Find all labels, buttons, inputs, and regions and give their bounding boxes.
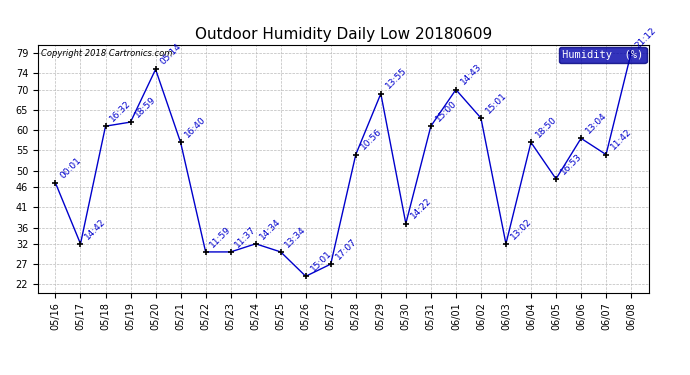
Text: 10:56: 10:56 <box>359 127 383 152</box>
Text: 11:37: 11:37 <box>233 225 258 249</box>
Text: 18:50: 18:50 <box>534 115 558 140</box>
Title: Outdoor Humidity Daily Low 20180609: Outdoor Humidity Daily Low 20180609 <box>195 27 492 42</box>
Text: 14:34: 14:34 <box>259 216 283 241</box>
Text: 15:01: 15:01 <box>308 249 333 273</box>
Text: Copyright 2018 Cartronics.com: Copyright 2018 Cartronics.com <box>41 49 172 58</box>
Text: 00:01: 00:01 <box>58 156 83 180</box>
Text: 16:32: 16:32 <box>108 99 133 123</box>
Text: 11:42: 11:42 <box>609 127 633 152</box>
Text: 11:59: 11:59 <box>208 225 233 249</box>
Text: 13:34: 13:34 <box>284 225 308 249</box>
Text: 14:43: 14:43 <box>459 62 483 87</box>
Text: 16:40: 16:40 <box>184 115 208 140</box>
Text: 13:02: 13:02 <box>509 216 533 241</box>
Text: 17:07: 17:07 <box>333 237 358 261</box>
Text: 16:53: 16:53 <box>559 152 584 176</box>
Text: 15:00: 15:00 <box>433 99 458 123</box>
Legend: Humidity  (%): Humidity (%) <box>559 47 647 63</box>
Text: 18:59: 18:59 <box>133 94 158 119</box>
Text: 13:55: 13:55 <box>384 66 408 91</box>
Text: 14:22: 14:22 <box>408 196 433 221</box>
Text: 05:14: 05:14 <box>158 42 183 67</box>
Text: 13:04: 13:04 <box>584 111 609 135</box>
Text: 14:42: 14:42 <box>83 217 108 241</box>
Text: 15:01: 15:01 <box>484 91 509 115</box>
Text: 21:12: 21:12 <box>634 26 658 50</box>
